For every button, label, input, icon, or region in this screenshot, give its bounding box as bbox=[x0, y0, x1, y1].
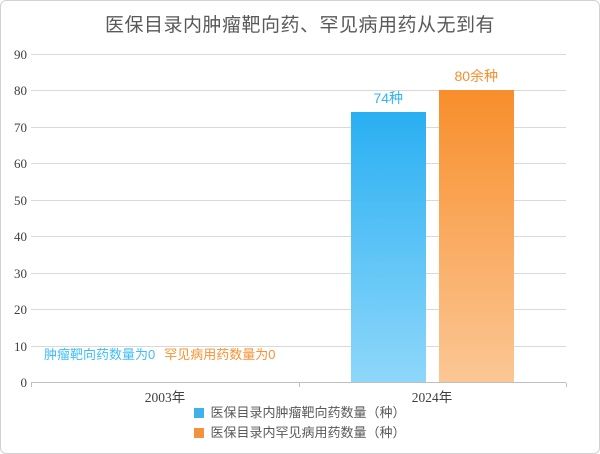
annotation-tumor-zero: 肿瘤靶向药数量为0 bbox=[44, 347, 156, 362]
legend-item-tumor-drugs: 医保目录内肿瘤靶向药数量（种） bbox=[194, 405, 406, 421]
gridline bbox=[31, 90, 566, 92]
y-tick-label: 20 bbox=[14, 302, 27, 318]
gridline bbox=[31, 126, 566, 128]
y-tick-label: 60 bbox=[14, 156, 27, 172]
y-tick-label: 40 bbox=[14, 229, 27, 245]
bar-rare-disease-drugs bbox=[438, 90, 514, 382]
legend-swatch-blue-icon bbox=[194, 408, 205, 418]
zero-value-annotation: 肿瘤靶向药数量为0 罕见病用药数量为0 bbox=[44, 348, 284, 362]
legend: 医保目录内肿瘤靶向药数量（种） 医保目录内罕见病用药数量（种） bbox=[1, 405, 599, 441]
y-tick-label: 0 bbox=[20, 375, 28, 390]
bar-value-label: 74种 bbox=[373, 90, 404, 107]
x-axis-line bbox=[31, 382, 566, 383]
gridline bbox=[31, 272, 566, 274]
y-tick-label: 90 bbox=[14, 47, 27, 62]
gridline bbox=[31, 199, 566, 201]
gridline bbox=[31, 345, 566, 347]
x-axis-tick bbox=[566, 383, 567, 387]
gridline bbox=[31, 309, 566, 311]
legend-item-rare-disease-drugs: 医保目录内罕见病用药数量（种） bbox=[194, 425, 406, 441]
x-axis-tick bbox=[298, 383, 300, 387]
gridline bbox=[31, 236, 566, 238]
annotation-rare-zero: 罕见病用药数量为0 bbox=[164, 347, 276, 362]
x-tick-label-2024: 2024年 bbox=[411, 390, 453, 405]
legend-swatch-orange-icon bbox=[194, 428, 205, 438]
bar-tumor-drugs bbox=[350, 112, 426, 382]
gridline bbox=[31, 54, 566, 55]
bar-value-label: 80余种 bbox=[454, 68, 499, 85]
x-tick-label-2003: 2003年 bbox=[144, 390, 186, 405]
x-axis-tick bbox=[31, 383, 32, 387]
legend-label-rare-disease-drugs: 医保目录内罕见病用药数量（种） bbox=[210, 425, 406, 440]
y-tick-label: 70 bbox=[14, 119, 27, 135]
gridline bbox=[31, 163, 566, 165]
y-tick-label: 50 bbox=[14, 192, 27, 208]
chart-title: 医保目录内肿瘤靶向药、罕见病用药从无到有 bbox=[104, 15, 495, 36]
y-tick-label: 80 bbox=[14, 83, 27, 99]
legend-label-tumor-drugs: 医保目录内肿瘤靶向药数量（种） bbox=[210, 405, 406, 420]
y-tick-label: 30 bbox=[14, 265, 27, 281]
y-tick-label: 10 bbox=[14, 338, 27, 354]
